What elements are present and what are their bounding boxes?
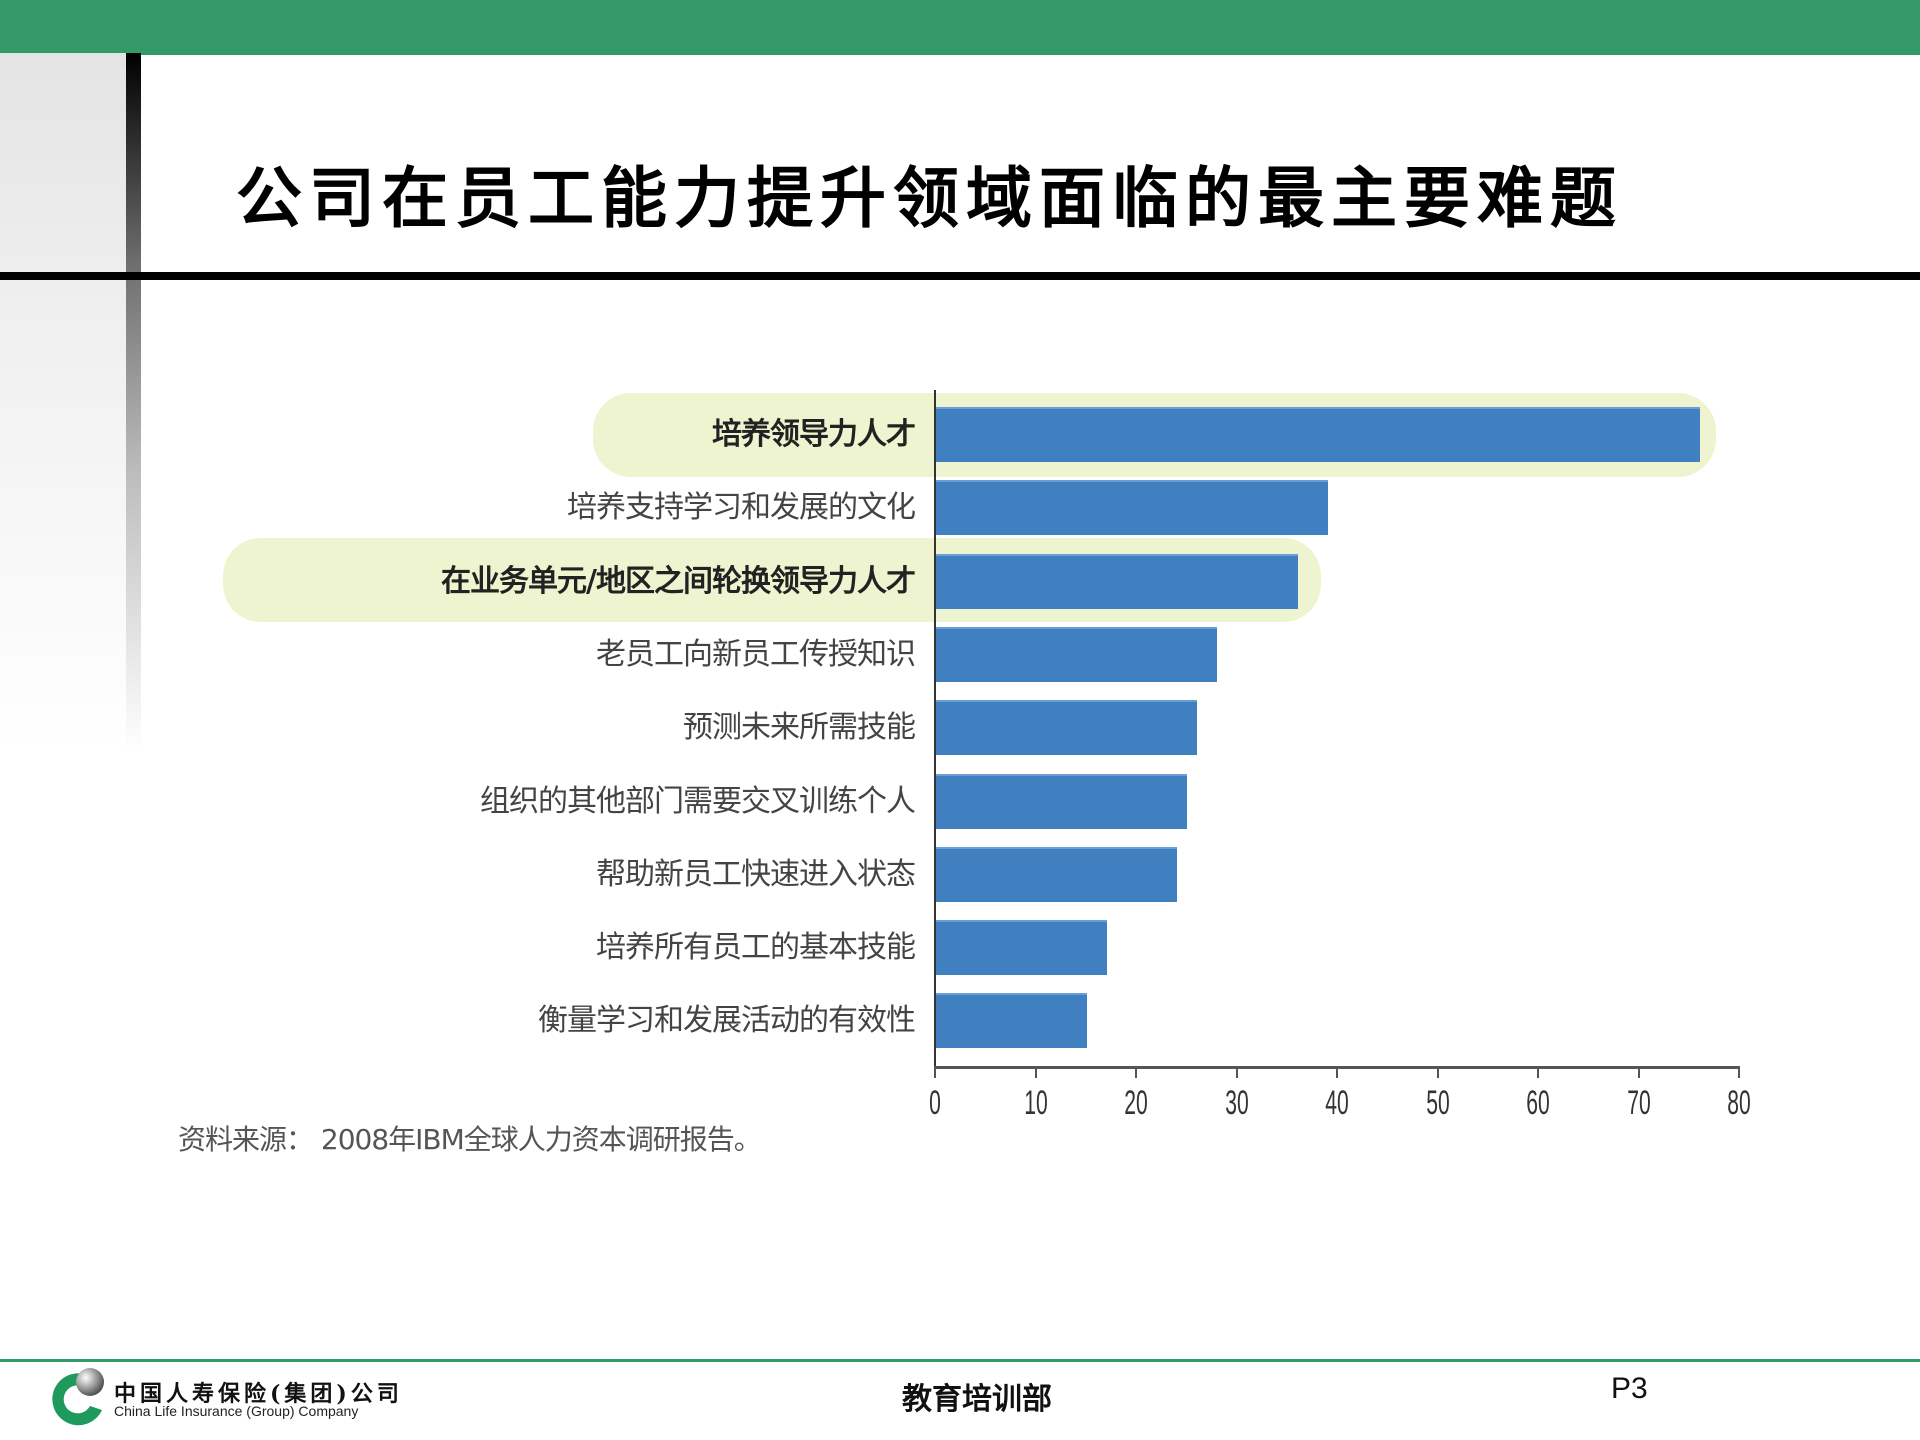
- x-tick: [1035, 1068, 1037, 1078]
- x-tick-label: 80: [1727, 1084, 1751, 1122]
- x-tick: [934, 1068, 936, 1078]
- bar: [936, 774, 1187, 829]
- footer-divider: [0, 1359, 1920, 1362]
- department-label: 教育培训部: [902, 1382, 1052, 1417]
- title-divider: [0, 272, 1920, 280]
- bar: [936, 847, 1177, 902]
- category-label: 老员工向新员工传授知识: [596, 637, 916, 672]
- bar: [936, 480, 1328, 535]
- x-tick-label: 10: [1024, 1084, 1048, 1122]
- category-label: 培养领导力人才: [712, 417, 916, 452]
- x-tick-label: 70: [1627, 1084, 1651, 1122]
- x-axis: [934, 1066, 1740, 1069]
- category-label: 培养支持学习和发展的文化: [567, 490, 916, 525]
- left-decor-panel: [0, 53, 126, 753]
- category-label: 衡量学习和发展活动的有效性: [538, 1003, 916, 1038]
- y-axis: [934, 390, 936, 1068]
- category-label: 培养所有员工的基本技能: [596, 930, 916, 965]
- x-tick: [1236, 1068, 1238, 1078]
- page-number: P3: [1611, 1372, 1648, 1405]
- header-band: [0, 0, 1920, 55]
- x-tick: [1336, 1068, 1338, 1078]
- x-tick-label: 30: [1225, 1084, 1249, 1122]
- company-name-cn: 中国人寿保险(集团)公司: [114, 1381, 403, 1407]
- x-tick-label: 20: [1124, 1084, 1148, 1122]
- bar: [936, 554, 1298, 609]
- x-tick-label: 60: [1526, 1084, 1550, 1122]
- x-tick: [1437, 1068, 1439, 1078]
- x-tick: [1537, 1068, 1539, 1078]
- x-tick-label: 0: [929, 1084, 941, 1122]
- company-name-en: China Life Insurance (Group) Company: [114, 1403, 359, 1419]
- category-label: 预测未来所需技能: [683, 710, 916, 745]
- category-label: 帮助新员工快速进入状态: [596, 857, 916, 892]
- bar: [936, 700, 1197, 755]
- bar: [936, 920, 1107, 975]
- source-note: 资料来源： 2008年IBM全球人力资本调研报告。: [178, 1123, 762, 1156]
- x-tick: [1135, 1068, 1137, 1078]
- china-life-logo-icon: [52, 1368, 104, 1426]
- x-tick: [1638, 1068, 1640, 1078]
- x-tick-label: 40: [1325, 1084, 1349, 1122]
- category-label: 组织的其他部门需要交叉训练个人: [480, 784, 916, 819]
- bar: [936, 407, 1700, 462]
- bar: [936, 993, 1087, 1048]
- x-tick: [1738, 1068, 1740, 1078]
- category-label: 在业务单元/地区之间轮换领导力人才: [441, 564, 916, 599]
- slide-title: 公司在员工能力提升领域面临的最主要难题: [236, 159, 1623, 237]
- left-decor-bar: [126, 53, 141, 753]
- bar: [936, 627, 1217, 682]
- x-tick-label: 50: [1426, 1084, 1450, 1122]
